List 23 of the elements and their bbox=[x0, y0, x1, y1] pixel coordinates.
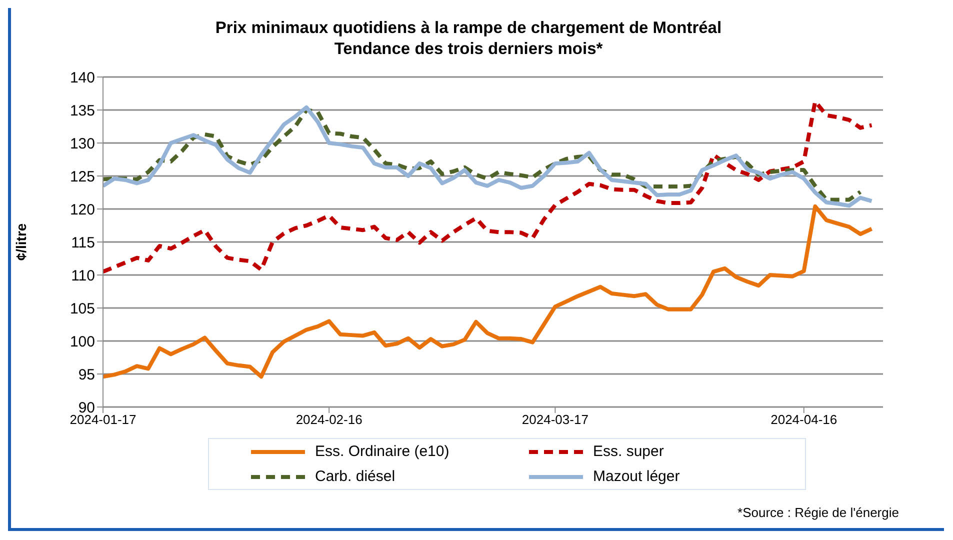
y-tick-label: 105 bbox=[70, 300, 95, 318]
x-tick-label: 2024-01-17 bbox=[70, 412, 136, 428]
legend-label: Ess. Ordinaire (e10) bbox=[315, 443, 450, 460]
legend-label: Carb. diésel bbox=[315, 468, 396, 485]
y-tick-label: 100 bbox=[70, 333, 95, 350]
chart-subtitle: Tendance des trois derniers mois* bbox=[333, 39, 604, 60]
chart-title: Prix minimaux quotidiens à la rampe de chargement de Montréal bbox=[214, 18, 723, 39]
text: *Source : Régie de l'énergie bbox=[738, 505, 899, 520]
legend-label: Mazout léger bbox=[593, 468, 680, 485]
y-tick-label: 115 bbox=[71, 234, 95, 252]
line-series bbox=[103, 204, 874, 379]
x-tick-label: 2024-03-17 bbox=[522, 412, 588, 428]
x-tick-label: 2024-04-16 bbox=[770, 412, 838, 428]
y-tick-label: 95 bbox=[78, 366, 95, 384]
y-tick-label: 140 bbox=[70, 69, 95, 86]
y-tick-label: 120 bbox=[70, 201, 95, 218]
y-tick-label: 135 bbox=[70, 102, 95, 120]
y-axis-title: ¢/litre bbox=[12, 223, 29, 261]
y-tick-label: 125 bbox=[70, 168, 95, 186]
legend-label: Ess. super bbox=[593, 443, 664, 460]
y-tick-label: 130 bbox=[70, 135, 95, 152]
y-tick-label: 110 bbox=[71, 267, 95, 284]
x-tick-label: 2024-02-16 bbox=[296, 412, 362, 428]
